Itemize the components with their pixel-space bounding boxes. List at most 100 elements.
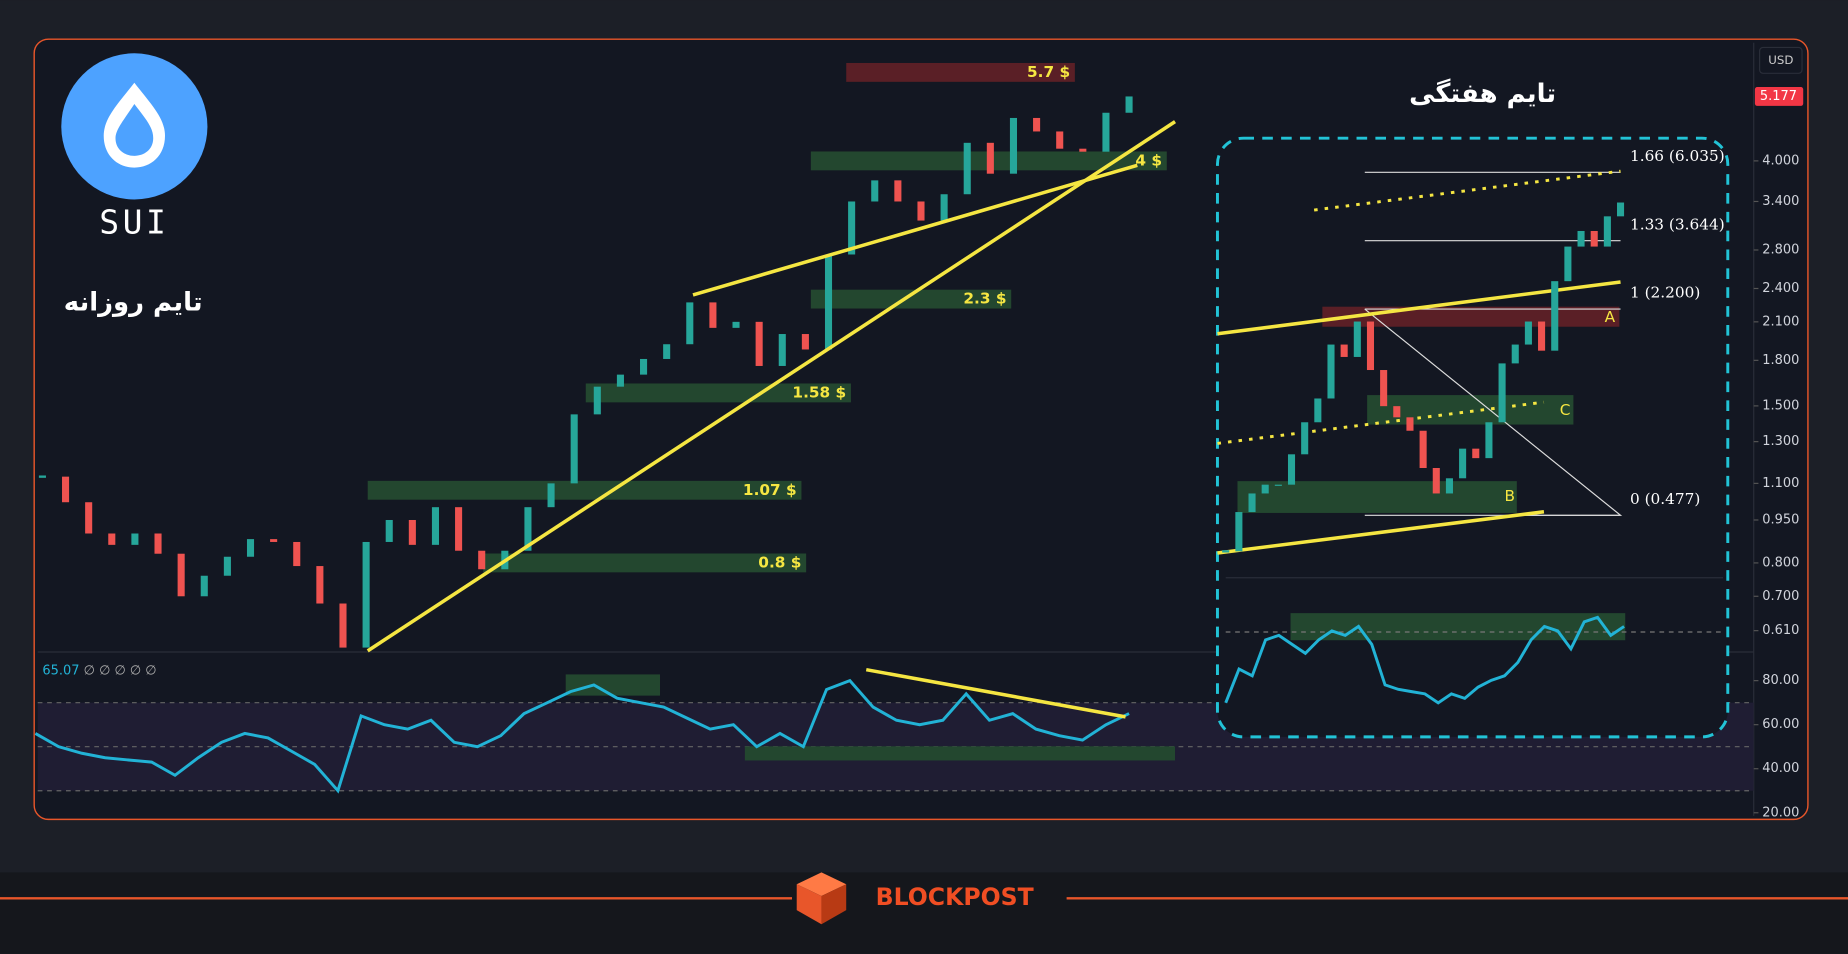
candle <box>755 321 763 366</box>
brand: BLOCKPOST <box>876 883 1034 911</box>
candle <box>408 519 416 545</box>
candle <box>616 374 624 387</box>
cube-top <box>796 872 847 896</box>
candle <box>1301 422 1309 455</box>
candle <box>986 142 994 174</box>
price-zone <box>846 62 1075 82</box>
zone-label: 0.8 $ <box>758 553 801 571</box>
fib-label: 0 (0.477) <box>1630 490 1700 508</box>
price-zone <box>483 553 807 573</box>
candle <box>686 302 694 345</box>
candle <box>917 201 925 221</box>
weekly-title: تایم هفتگی <box>1409 78 1556 109</box>
zone-label: 5.7 $ <box>1027 63 1070 81</box>
candle <box>131 533 139 545</box>
candle <box>732 321 740 328</box>
zone-label: 1.58 $ <box>792 383 846 401</box>
candle <box>455 507 463 551</box>
candle <box>1577 230 1585 247</box>
candle <box>570 414 578 484</box>
zone <box>1237 481 1517 513</box>
candle <box>1261 484 1269 494</box>
candle <box>62 476 70 503</box>
y-tick-label: 1.500 <box>1762 398 1799 413</box>
candle <box>1235 512 1243 552</box>
candle <box>547 483 555 508</box>
candle <box>38 475 46 478</box>
candle <box>1524 321 1532 345</box>
candle <box>1287 454 1296 485</box>
y-tick-label: 20.00 <box>1762 805 1799 820</box>
rsi-value: 65.07 <box>42 663 79 678</box>
candle <box>362 541 370 648</box>
price-zone <box>585 383 851 403</box>
candle <box>1485 422 1493 459</box>
candle <box>1551 281 1559 351</box>
candle <box>1406 417 1414 431</box>
trend-line <box>865 667 1126 719</box>
candle <box>1222 550 1230 553</box>
candle <box>1511 344 1519 364</box>
daily-chart: 5.7 $ 4 $ 2.3 $ 1.58 $ 1.07 $ 0.8 $ <box>38 62 1167 648</box>
candle <box>1102 112 1110 152</box>
candle <box>85 502 93 534</box>
candle <box>940 194 948 221</box>
candle <box>1274 484 1282 486</box>
candle <box>1393 406 1401 418</box>
candle <box>431 507 440 545</box>
candle <box>1419 430 1427 469</box>
y-tick-label: 2.100 <box>1762 314 1799 329</box>
trend-line <box>692 163 1138 297</box>
logo-text: SUI <box>99 203 169 242</box>
candle <box>293 541 301 567</box>
logo-circle <box>61 53 208 200</box>
fib-label: 1 (2.200) <box>1630 284 1700 302</box>
zone-label: 2.3 $ <box>963 290 1006 308</box>
zone-label: 1.07 $ <box>743 481 797 499</box>
candle <box>385 519 393 542</box>
zone <box>1367 395 1574 425</box>
fib-leg <box>1364 308 1623 516</box>
candle <box>1327 344 1335 399</box>
y-tick-label: 40.00 <box>1762 761 1799 776</box>
trend-line <box>1217 510 1545 555</box>
y-tick-label: 0.700 <box>1762 589 1799 604</box>
candle <box>1590 230 1598 247</box>
candle <box>154 533 162 554</box>
trend-line <box>1313 169 1621 212</box>
candle <box>1079 148 1087 152</box>
candle <box>246 539 255 557</box>
candle <box>593 386 601 415</box>
point-label: C <box>1560 401 1571 419</box>
y-tick-label: 0.610 <box>1762 623 1799 638</box>
candle <box>801 334 809 350</box>
weekly-chart <box>1222 202 1625 705</box>
candle <box>316 566 324 604</box>
rsi-params: ∅ ∅ ∅ ∅ ∅ <box>84 663 157 678</box>
candle <box>1459 448 1467 479</box>
cube-right <box>821 884 847 925</box>
brand-icon <box>796 872 847 925</box>
y-tick-label: 60.00 <box>1762 717 1799 732</box>
y-tick-label: 0.950 <box>1762 512 1799 527</box>
candle <box>848 201 856 255</box>
candle <box>663 344 671 359</box>
currency: USD <box>1768 53 1793 67</box>
candle <box>1353 321 1361 357</box>
y-tick-label: 2.400 <box>1762 281 1799 296</box>
footer <box>0 872 1848 954</box>
zone <box>1322 306 1620 327</box>
price-marker-label: 5.177 <box>1760 89 1797 104</box>
candle <box>894 180 902 202</box>
zone <box>1290 613 1626 641</box>
logo-drop <box>103 82 165 168</box>
candle <box>270 539 278 542</box>
candle <box>478 550 486 570</box>
rsi-zone <box>744 746 1176 761</box>
cube-left <box>796 884 822 925</box>
currency-box <box>1759 46 1803 74</box>
candle <box>200 575 208 597</box>
price-marker <box>1754 87 1804 106</box>
